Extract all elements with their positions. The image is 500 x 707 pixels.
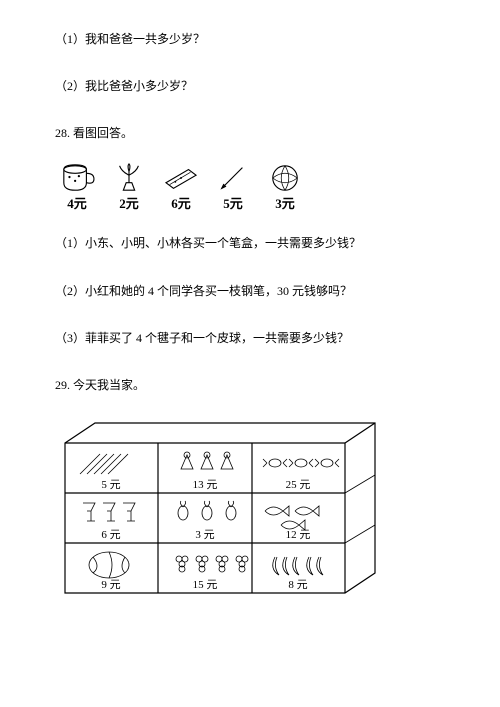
item-ball: 3元	[263, 162, 307, 215]
pencilcase-icon	[162, 162, 200, 194]
item-cup: 4元	[55, 162, 99, 215]
pen-price: 5元	[223, 194, 243, 215]
plant-icon	[110, 162, 148, 194]
ball-price: 3元	[275, 194, 295, 215]
q29-grid-icon: 5 元 13 元 25 元 6 元 3 元	[55, 413, 385, 603]
q29-title: 29. 今天我当家。	[55, 376, 445, 395]
cup-icon	[58, 162, 96, 194]
plant-price: 2元	[119, 194, 139, 215]
svg-text:5 元: 5 元	[101, 479, 120, 491]
q28-sub3: （3）菲菲买了 4 个毽子和一个皮球，一共需要多少钱？	[55, 329, 445, 348]
ball-icon	[266, 162, 304, 194]
svg-text:12 元: 12 元	[286, 529, 311, 541]
q27-sub2: （2）我比爸爸小多少岁？	[55, 77, 445, 96]
pen-icon	[214, 162, 252, 194]
item-pen: 5元	[211, 162, 255, 215]
svg-text:8 元: 8 元	[288, 579, 307, 591]
svg-text:9 元: 9 元	[101, 579, 120, 591]
svg-text:15 元: 15 元	[193, 579, 218, 591]
q28-items-row: 4元 2元 6元 5元 3元	[55, 162, 445, 215]
pencilcase-price: 6元	[171, 194, 191, 215]
q28-title: 28. 看图回答。	[55, 124, 445, 143]
q29-box: 5 元 13 元 25 元 6 元 3 元	[55, 413, 385, 603]
svg-text:3 元: 3 元	[195, 529, 214, 541]
svg-text:25 元: 25 元	[286, 479, 311, 491]
cup-price: 4元	[67, 194, 87, 215]
svg-text:13 元: 13 元	[193, 479, 218, 491]
item-pencilcase: 6元	[159, 162, 203, 215]
item-plant: 2元	[107, 162, 151, 215]
q28-sub2: （2）小红和她的 4 个同学各买一枝钢笔，30 元钱够吗？	[55, 282, 445, 301]
q28-sub1: （1）小东、小明、小林各买一个笔盒，一共需要多少钱？	[55, 234, 445, 253]
q27-sub1: （1）我和爸爸一共多少岁？	[55, 30, 445, 49]
svg-text:6 元: 6 元	[101, 529, 120, 541]
